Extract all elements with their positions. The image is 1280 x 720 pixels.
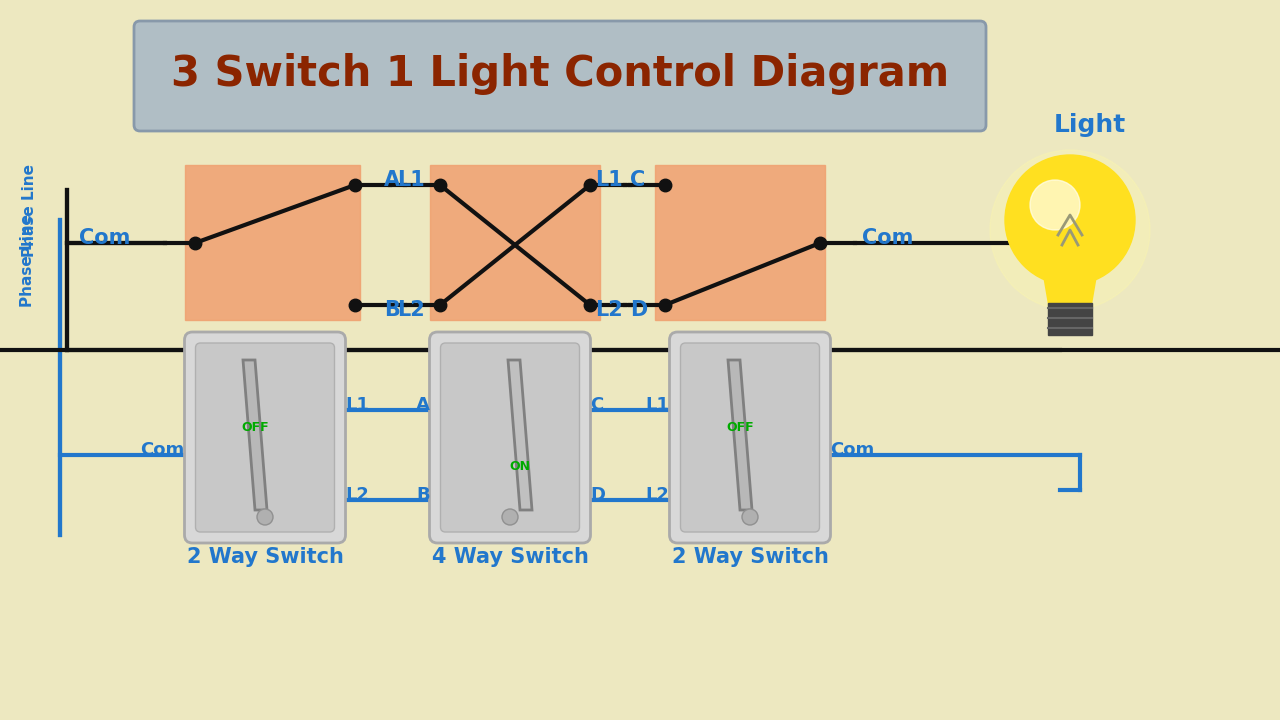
Text: 2 Way Switch: 2 Way Switch bbox=[672, 547, 828, 567]
Text: A: A bbox=[384, 170, 399, 190]
Text: L2: L2 bbox=[346, 486, 370, 504]
Polygon shape bbox=[508, 360, 532, 510]
FancyBboxPatch shape bbox=[134, 21, 986, 131]
Text: Com: Com bbox=[831, 441, 874, 459]
Text: 3 Switch 1 Light Control Diagram: 3 Switch 1 Light Control Diagram bbox=[172, 53, 948, 95]
Text: L2: L2 bbox=[645, 486, 669, 504]
Text: D: D bbox=[630, 300, 648, 320]
Text: L1: L1 bbox=[346, 396, 370, 414]
Bar bbox=[186, 165, 360, 320]
Text: B: B bbox=[384, 300, 399, 320]
Circle shape bbox=[502, 509, 518, 525]
FancyBboxPatch shape bbox=[681, 343, 819, 532]
Text: Com: Com bbox=[78, 228, 131, 248]
Text: OFF: OFF bbox=[241, 421, 269, 434]
Circle shape bbox=[1005, 155, 1135, 285]
Text: 2 Way Switch: 2 Way Switch bbox=[187, 547, 343, 567]
Circle shape bbox=[257, 509, 273, 525]
Bar bbox=[655, 165, 826, 320]
Text: Com: Com bbox=[141, 441, 184, 459]
FancyBboxPatch shape bbox=[196, 343, 334, 532]
FancyBboxPatch shape bbox=[430, 332, 590, 543]
Bar bbox=[430, 165, 600, 320]
Text: C: C bbox=[590, 396, 604, 414]
Text: ON: ON bbox=[509, 460, 530, 473]
Text: L2: L2 bbox=[397, 300, 425, 320]
Bar bbox=[1048, 303, 1092, 335]
Text: B: B bbox=[416, 486, 430, 504]
Circle shape bbox=[742, 509, 758, 525]
Text: D: D bbox=[590, 486, 605, 504]
Text: Com: Com bbox=[861, 228, 914, 248]
Polygon shape bbox=[728, 360, 753, 510]
Circle shape bbox=[989, 150, 1149, 310]
Text: A: A bbox=[416, 396, 430, 414]
FancyBboxPatch shape bbox=[184, 332, 346, 543]
Text: Light: Light bbox=[1053, 113, 1126, 137]
Text: L1: L1 bbox=[397, 170, 425, 190]
Text: Phase Line: Phase Line bbox=[20, 214, 36, 307]
Text: C: C bbox=[630, 170, 645, 190]
FancyBboxPatch shape bbox=[669, 332, 831, 543]
Polygon shape bbox=[1042, 270, 1098, 305]
Text: L1: L1 bbox=[645, 396, 669, 414]
Text: 4 Way Switch: 4 Way Switch bbox=[431, 547, 589, 567]
FancyBboxPatch shape bbox=[440, 343, 580, 532]
Text: Phase Line: Phase Line bbox=[23, 163, 37, 256]
Text: OFF: OFF bbox=[726, 421, 754, 434]
Circle shape bbox=[1030, 180, 1080, 230]
Text: L2: L2 bbox=[595, 300, 623, 320]
Polygon shape bbox=[243, 360, 268, 510]
Text: L1: L1 bbox=[595, 170, 623, 190]
